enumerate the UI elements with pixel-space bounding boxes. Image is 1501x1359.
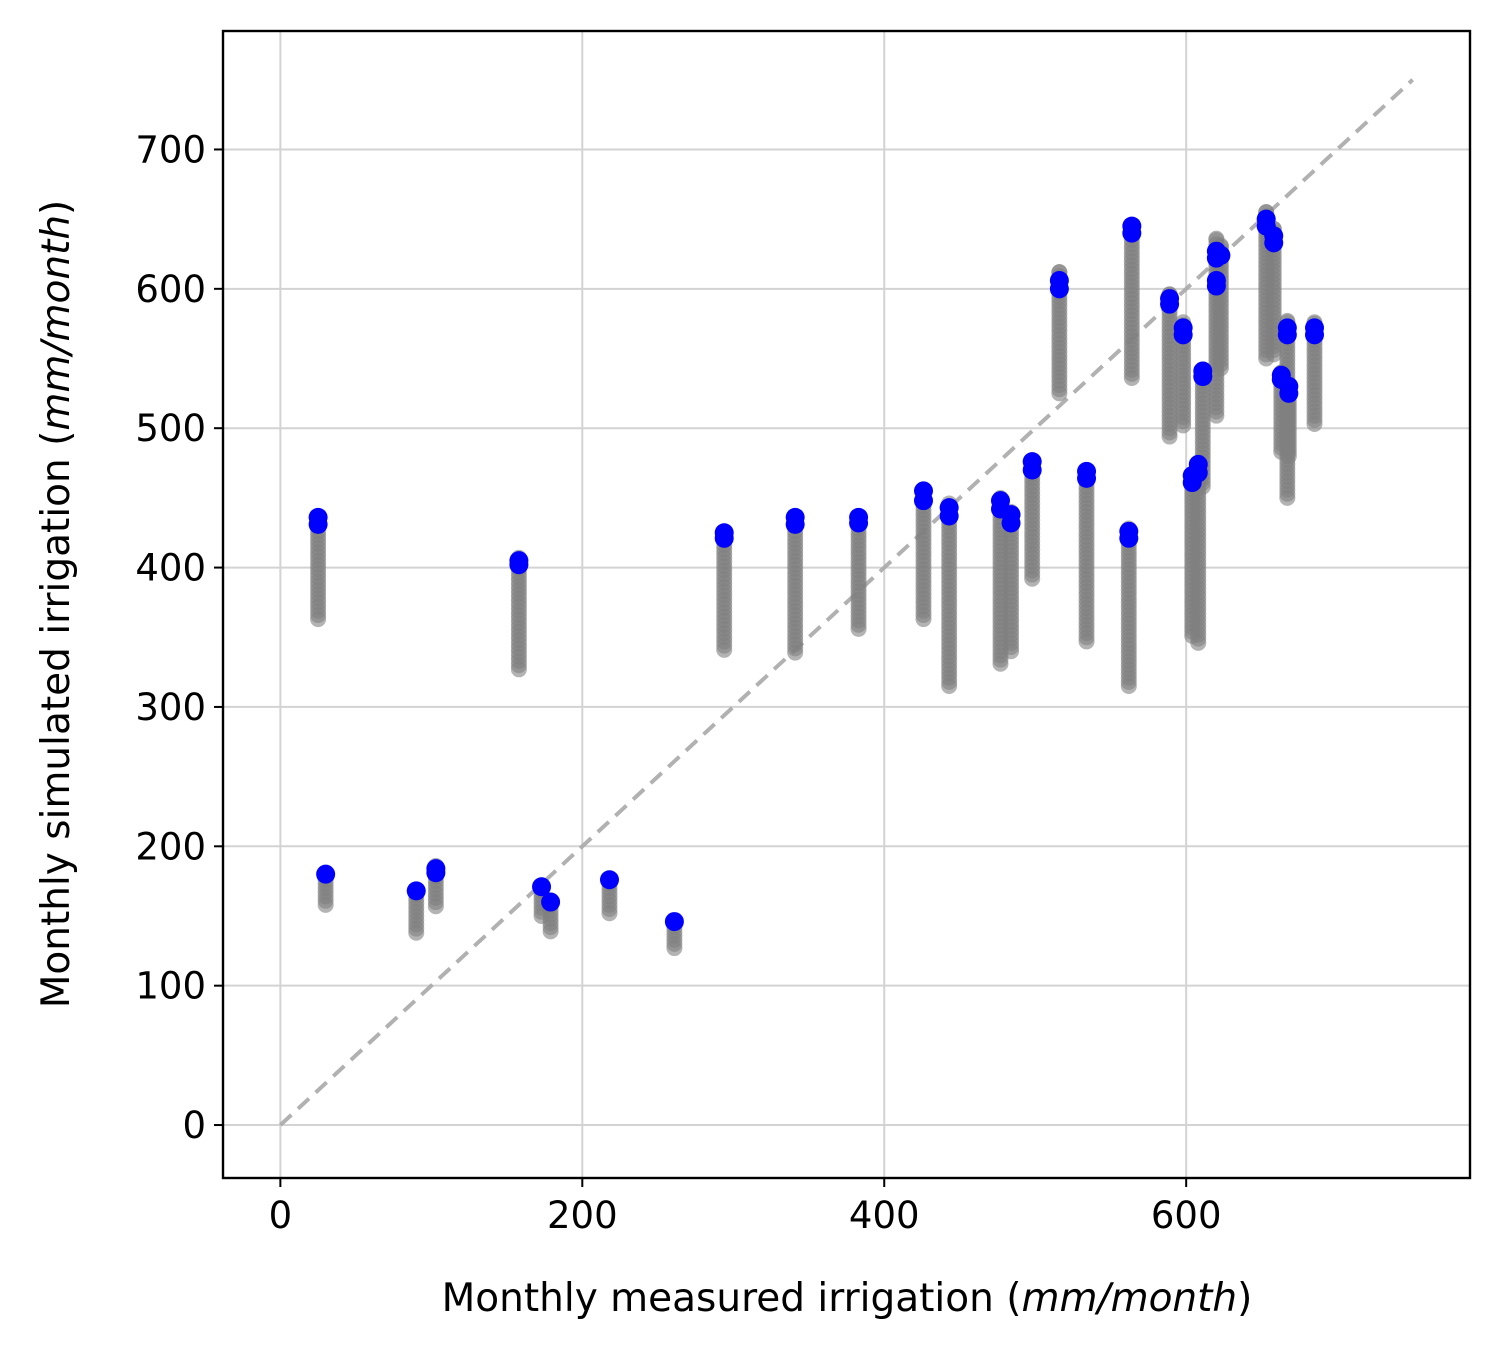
y-tick-label: 700 [135, 128, 206, 171]
best-point [316, 864, 336, 884]
best-point [599, 870, 619, 890]
x-axis-label: Monthly measured irrigation (mm/month) [442, 1276, 1253, 1321]
best-point [1049, 279, 1069, 299]
best-point [664, 912, 684, 932]
y-axis-label: Monthly simulated irrigation (mm/month) [34, 200, 79, 1009]
best-point [785, 514, 805, 534]
y-tick-label: 100 [135, 965, 206, 1008]
best-point [1001, 513, 1021, 533]
y-tick-label: 300 [135, 686, 206, 729]
y-tick-label: 400 [135, 547, 206, 590]
best-point [426, 863, 446, 883]
best-point [1160, 294, 1180, 314]
best-point [1022, 460, 1042, 480]
best-point [1188, 463, 1208, 483]
x-tick-label: 400 [849, 1194, 920, 1237]
best-point [1122, 223, 1142, 243]
best-point [509, 555, 529, 575]
best-point [1193, 367, 1213, 387]
best-point [714, 528, 734, 548]
best-point [1279, 383, 1299, 403]
best-point [1119, 528, 1139, 548]
best-point [849, 513, 869, 533]
x-tick-label: 0 [269, 1194, 293, 1237]
best-point [1264, 233, 1284, 253]
y-tick-label: 200 [135, 825, 206, 868]
best-point [913, 491, 933, 511]
best-point [1077, 468, 1097, 488]
best-point [1277, 325, 1297, 345]
x-tick-label: 200 [547, 1194, 618, 1237]
best-point [541, 892, 561, 912]
plot-frame [221, 29, 1472, 1180]
best-points-layer [308, 209, 1325, 932]
best-point [1305, 325, 1325, 345]
best-point [939, 506, 959, 526]
y-tick-label: 0 [182, 1104, 206, 1147]
best-point [308, 514, 328, 534]
best-point [1211, 245, 1231, 265]
tick-layer: 0 200 400 600 0 100 200 300 400 500 600 700 [135, 128, 1221, 1237]
y-tick-label: 500 [135, 407, 206, 450]
y-tick-label: 600 [135, 268, 206, 311]
best-point [1173, 325, 1193, 345]
x-tick-label: 600 [1151, 1194, 1222, 1237]
best-point [1206, 276, 1226, 296]
best-point [406, 881, 426, 901]
best-point [532, 877, 552, 897]
